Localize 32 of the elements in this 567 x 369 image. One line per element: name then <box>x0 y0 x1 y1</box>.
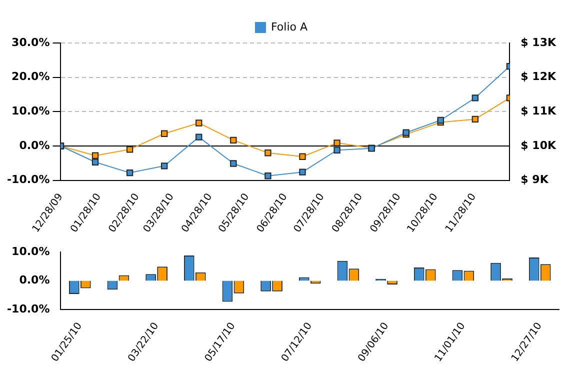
point <box>126 146 134 153</box>
point <box>230 160 237 167</box>
y2-tick-label: $ 11K <box>520 104 556 118</box>
point <box>92 152 99 159</box>
y-tick-label: 10.0% <box>12 104 50 118</box>
y-tick-label: -10.0% <box>6 302 50 316</box>
point <box>334 146 340 154</box>
point <box>196 134 202 140</box>
y2-tick-label: $ 9K <box>520 173 549 186</box>
y2-tick-label: $ 13K <box>520 36 556 49</box>
point <box>472 94 478 102</box>
point <box>264 172 272 180</box>
point <box>299 168 306 176</box>
y-tick-label: 10.0% <box>12 244 50 258</box>
point <box>472 116 478 123</box>
y2-tick-label: $ 12K <box>520 70 556 84</box>
y-tick-label: 30.0% <box>12 36 50 49</box>
point <box>230 136 237 144</box>
point <box>161 130 168 137</box>
y-tick-label: -10.0% <box>6 173 50 186</box>
y-tick-label: 0.0% <box>19 138 50 152</box>
point <box>334 140 340 146</box>
legend-label: Folio A <box>270 20 308 34</box>
y2-tick-label: $ 10K <box>520 138 556 152</box>
point <box>126 169 134 176</box>
point <box>161 162 168 170</box>
y-tick-label: 0.0% <box>19 274 50 287</box>
y-tick-label: 20.0% <box>12 70 50 84</box>
point <box>264 150 272 156</box>
point <box>92 158 99 166</box>
point <box>196 120 202 126</box>
point <box>299 153 306 160</box>
